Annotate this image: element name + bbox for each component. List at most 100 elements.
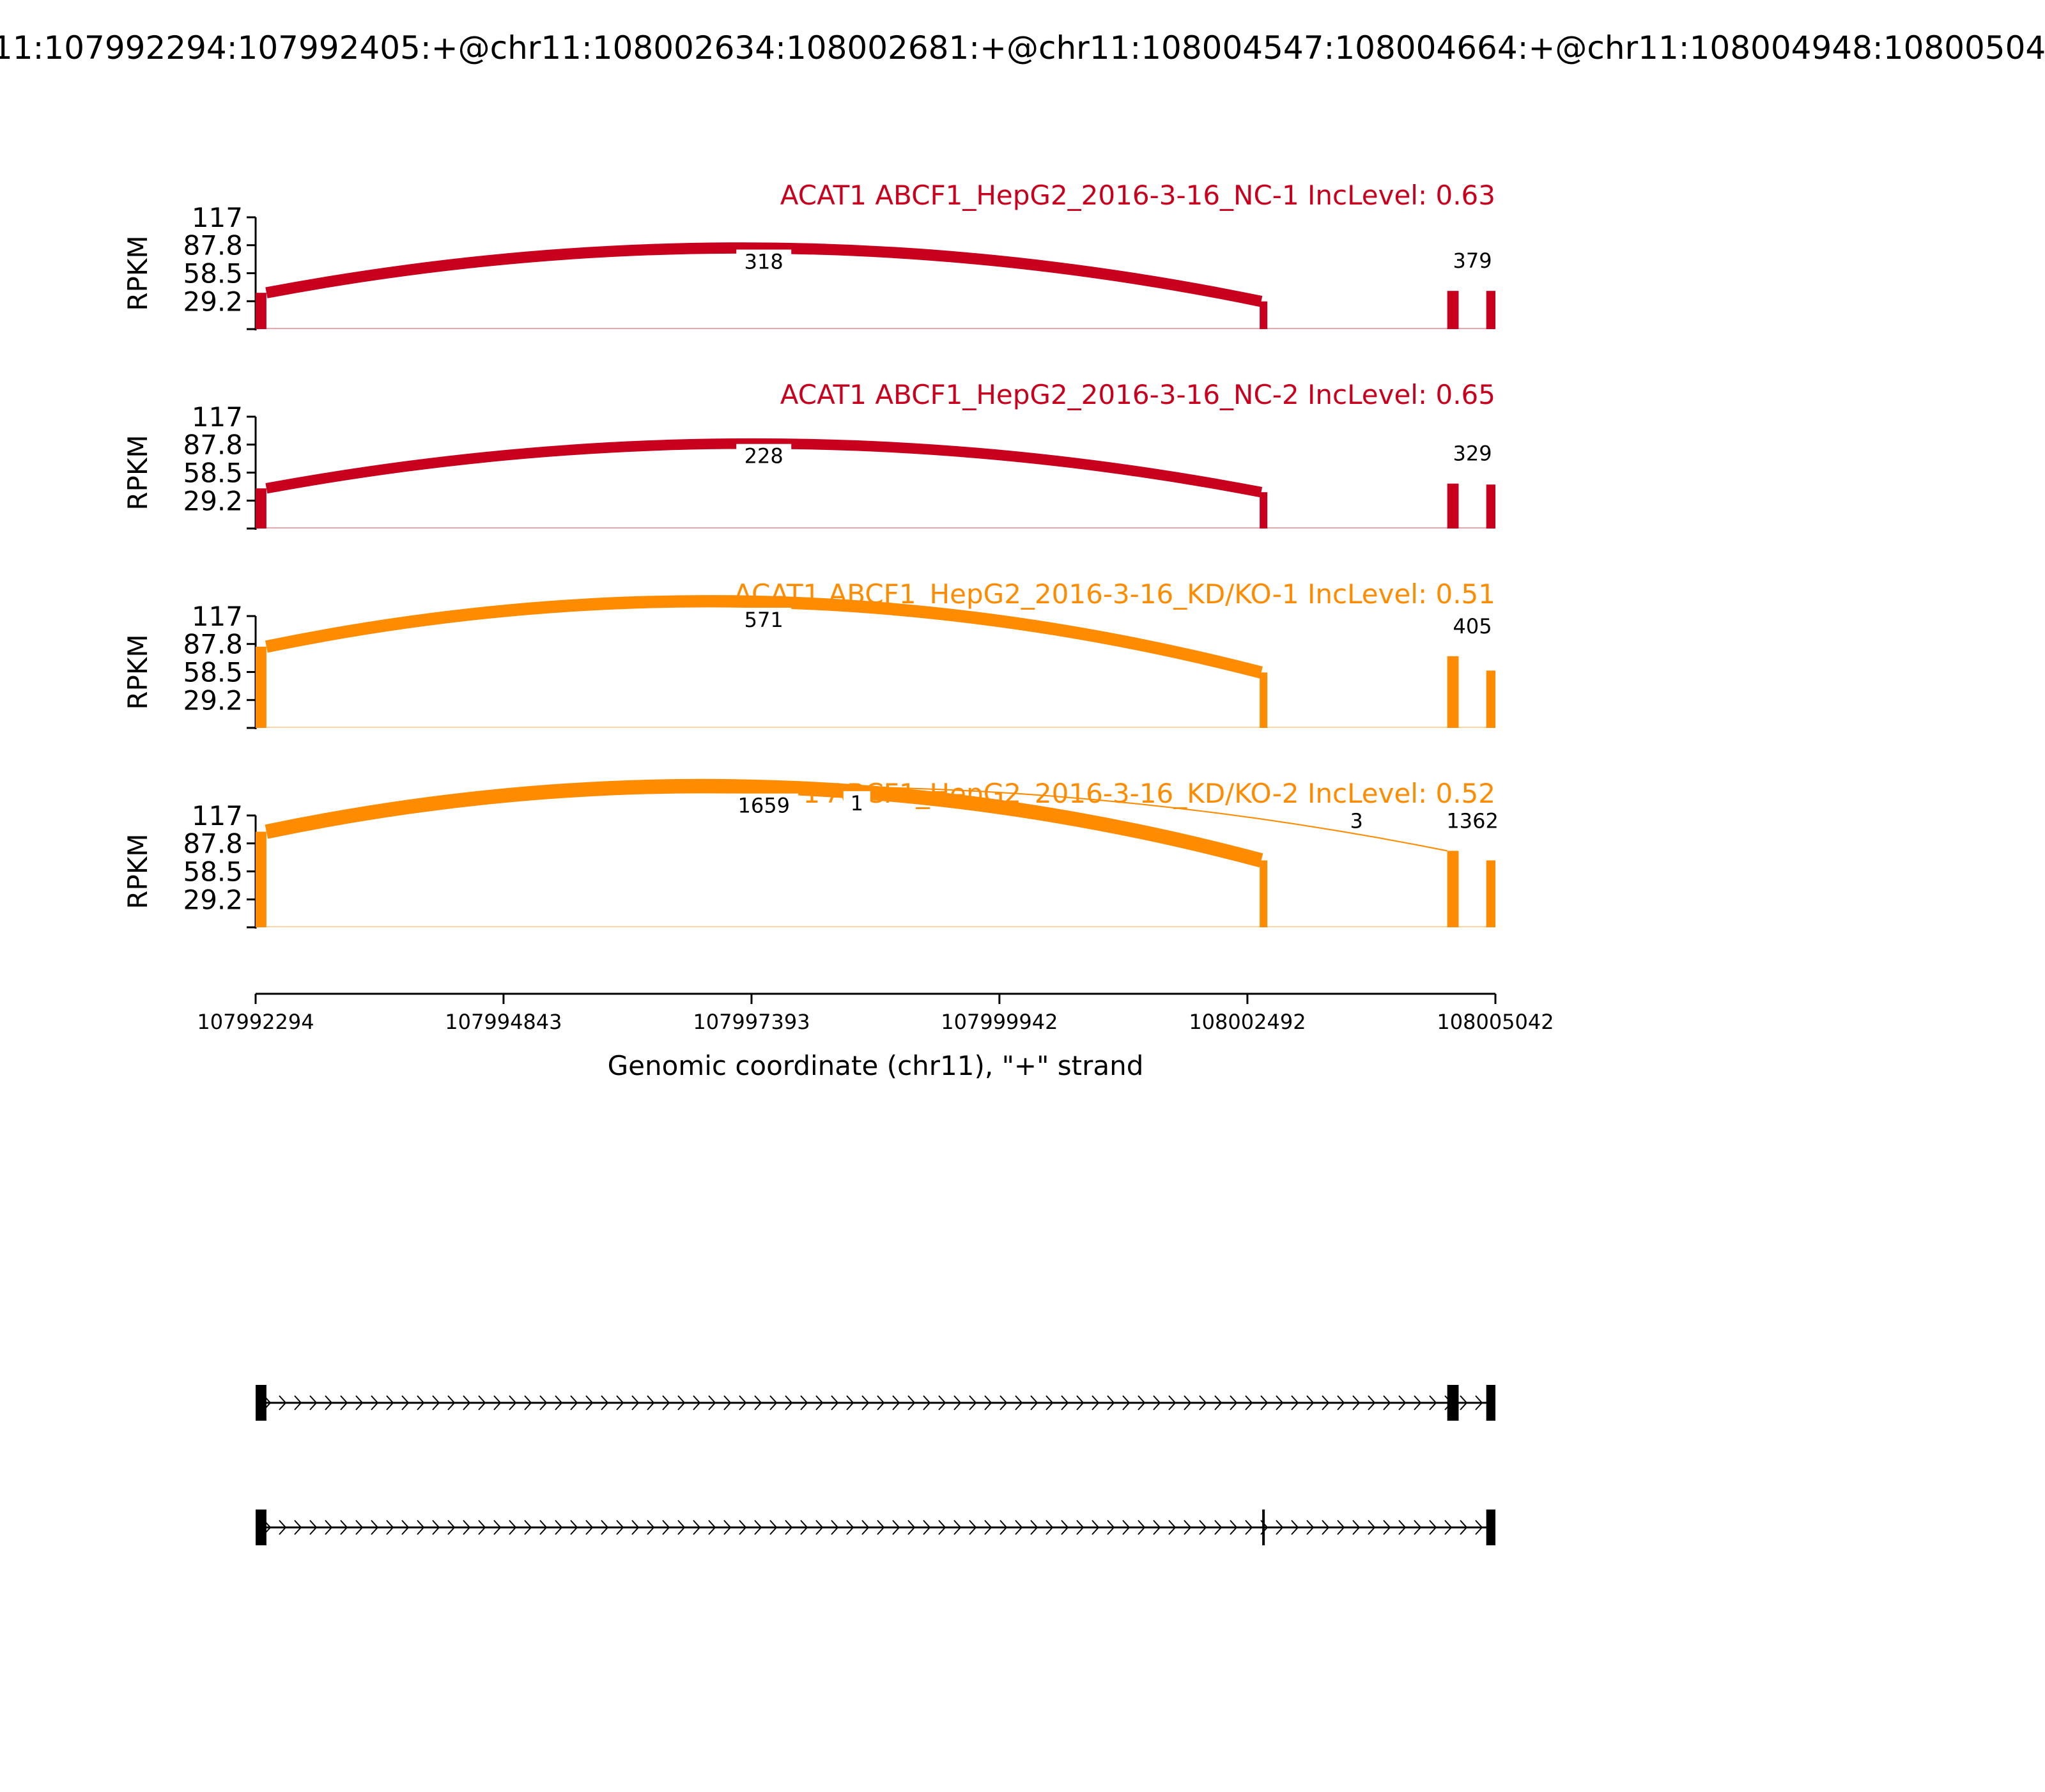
strand-arrow [417,1395,425,1410]
strand-arrow [754,1395,762,1410]
strand-arrow [769,1520,778,1535]
exon-block [256,1385,266,1421]
strand-arrow [616,1520,624,1535]
coverage-bar [1486,670,1495,728]
strand-arrow [1245,1395,1253,1410]
junction-count-label: 1362 [1446,808,1498,833]
coverage-bar [1260,492,1268,529]
strand-arrow [340,1395,348,1410]
strand-arrow [647,1395,655,1410]
junction-arc [265,438,1263,498]
strand-arrow [585,1520,594,1535]
coverage-bar [256,293,266,329]
strand-arrow [1168,1395,1177,1410]
y-tick-label: 117 [192,800,243,831]
strand-arrow [769,1395,778,1410]
strand-arrow [1153,1395,1161,1410]
strand-arrow [907,1395,916,1410]
strand-arrow [953,1520,962,1535]
strand-arrow [938,1520,946,1535]
strand-arrow [524,1395,532,1410]
figure-title: chr11:107992294:107992405:+@chr11:108002… [0,29,2045,66]
y-tick-label: 58.5 [183,657,243,688]
strand-arrow [754,1520,762,1535]
strand-arrow [1444,1520,1453,1535]
strand-arrow [1460,1395,1468,1410]
strand-arrow [815,1520,824,1535]
strand-arrow [1352,1395,1361,1410]
junction-count-label: 1 [851,791,863,815]
strand-arrow [1475,1520,1483,1535]
strand-arrow [386,1395,394,1410]
x-tick-label: 107999942 [941,1010,1058,1034]
strand-arrow [1414,1395,1422,1410]
strand-arrow [493,1395,502,1410]
coverage-bar [1486,291,1495,329]
strand-arrow [570,1520,578,1535]
strand-arrow [739,1395,747,1410]
coverage-bar [256,646,266,728]
coverage-bar [1447,851,1459,927]
isoform-tracks [256,1385,1495,1545]
exon-block [1447,1385,1459,1421]
y-axis-label: RPKM [122,435,153,510]
strand-arrow [999,1395,1008,1410]
strand-arrow [1260,1395,1269,1410]
strand-arrow [447,1520,456,1535]
y-tick-label: 117 [192,202,243,233]
strand-arrow [800,1395,808,1410]
coverage-bar [1447,291,1459,329]
strand-arrow [1199,1520,1207,1535]
strand-arrow [1092,1520,1100,1535]
strand-arrow [1276,1520,1284,1535]
strand-arrow [478,1395,486,1410]
strand-arrow [1368,1520,1376,1535]
coverage-bar [1486,860,1495,927]
strand-arrow [309,1395,318,1410]
strand-arrow [616,1395,624,1410]
junction-count-label: 571 [745,608,783,632]
strand-arrow [1138,1520,1146,1535]
strand-arrow [861,1520,870,1535]
strand-arrow [1291,1395,1299,1410]
strand-arrow [1429,1520,1437,1535]
strand-arrow [509,1520,517,1535]
strand-arrow [1168,1520,1177,1535]
strand-arrow [417,1520,425,1535]
strand-arrow [1322,1520,1330,1535]
strand-arrow [1337,1395,1345,1410]
strand-arrow [463,1520,471,1535]
strand-arrow [1245,1520,1253,1535]
strand-arrow [1291,1520,1299,1535]
strand-arrow [1138,1395,1146,1410]
strand-arrow [1337,1520,1345,1535]
strand-arrow [984,1395,992,1410]
strand-arrow [907,1520,916,1535]
strand-arrow [815,1395,824,1410]
strand-arrow [647,1520,655,1535]
strand-arrow [279,1395,287,1410]
strand-arrow [662,1520,670,1535]
strand-arrow [877,1520,885,1535]
strand-arrow [846,1520,854,1535]
junction-label-bg [736,249,792,274]
x-tick-label: 107997393 [693,1010,810,1034]
strand-arrow [371,1520,379,1535]
strand-arrow [1414,1520,1422,1535]
strand-arrow [524,1520,532,1535]
strand-arrow [601,1520,609,1535]
x-tick-label: 107992294 [197,1010,314,1034]
strand-arrow [739,1520,747,1535]
strand-arrow [693,1520,701,1535]
strand-arrow [785,1395,793,1410]
strand-arrow [386,1520,394,1535]
strand-arrow [1398,1395,1407,1410]
strand-arrow [723,1395,732,1410]
coverage-bar [1447,483,1459,529]
strand-arrow [555,1395,563,1410]
strand-arrow [953,1395,962,1410]
junction-count-label: 1659 [738,794,790,818]
